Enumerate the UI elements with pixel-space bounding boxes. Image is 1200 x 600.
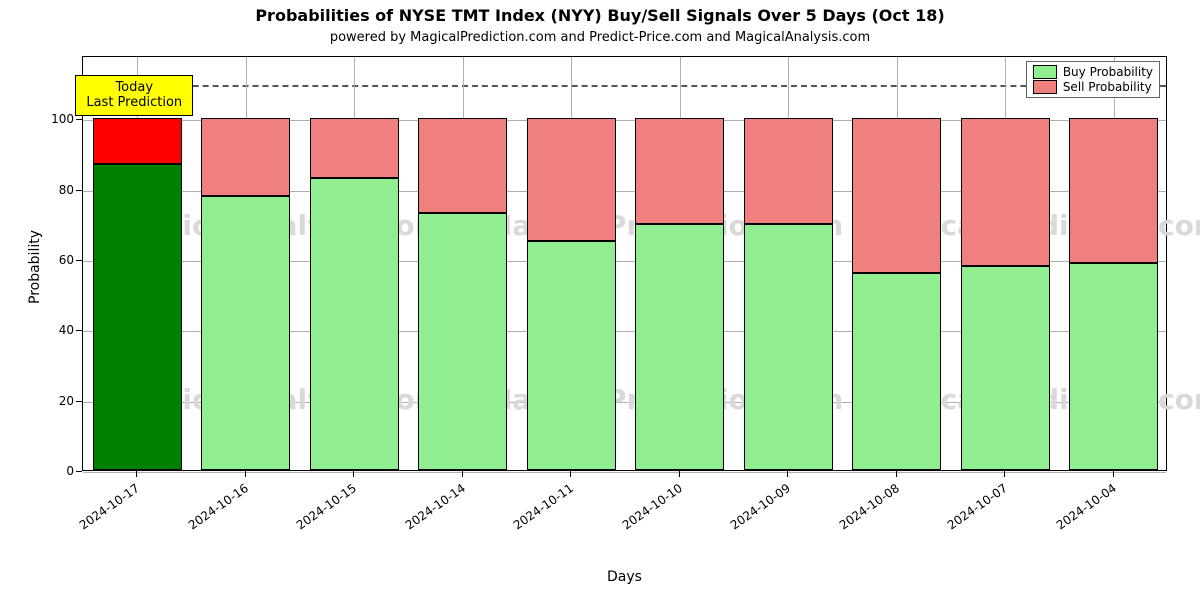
bar-sell — [961, 118, 1050, 266]
bar-sell — [418, 118, 507, 213]
legend-item: Sell Probability — [1033, 80, 1153, 94]
x-axis-label: Days — [82, 569, 1167, 585]
plot-area: MagicalAnalysis.comMagicalPrediction.com… — [82, 56, 1167, 471]
ytick-label: 100 — [46, 112, 74, 126]
xtick-label: 2024-10-11 — [511, 481, 576, 532]
xtick-label: 2024-10-04 — [1054, 481, 1119, 532]
legend-label: Buy Probability — [1063, 65, 1153, 79]
bar-sell — [527, 118, 616, 241]
xtick-label: 2024-10-07 — [945, 481, 1010, 532]
xtick-label: 2024-10-10 — [620, 481, 685, 532]
xtick-mark — [679, 471, 680, 477]
xtick-mark — [570, 471, 571, 477]
xtick-label: 2024-10-08 — [837, 481, 902, 532]
bar-buy — [852, 273, 941, 470]
legend-item: Buy Probability — [1033, 65, 1153, 79]
bar-sell — [852, 118, 941, 273]
bar-sell — [744, 118, 833, 224]
y-axis-label: Probability — [27, 229, 43, 303]
legend-swatch — [1033, 80, 1057, 94]
ytick-label: 0 — [46, 464, 74, 478]
bar-sell — [93, 118, 182, 164]
ytick-mark — [76, 119, 82, 120]
xtick-mark — [1004, 471, 1005, 477]
bar-sell — [201, 118, 290, 195]
chart-subtitle: powered by MagicalPrediction.com and Pre… — [0, 30, 1200, 45]
bar-buy — [961, 266, 1050, 470]
xtick-mark — [353, 471, 354, 477]
bar-buy — [201, 196, 290, 470]
xtick-label: 2024-10-14 — [403, 481, 468, 532]
bar-buy — [744, 224, 833, 470]
xtick-mark — [1113, 471, 1114, 477]
ytick-mark — [76, 401, 82, 402]
xtick-mark — [136, 471, 137, 477]
bar-sell — [310, 118, 399, 178]
ytick-label: 60 — [46, 253, 74, 267]
bar-buy — [418, 213, 507, 470]
xtick-mark — [462, 471, 463, 477]
legend-swatch — [1033, 65, 1057, 79]
xtick-mark — [896, 471, 897, 477]
annotation-line2: Last Prediction — [84, 95, 184, 111]
ytick-label: 80 — [46, 183, 74, 197]
bar-sell — [1069, 118, 1158, 262]
ytick-label: 40 — [46, 323, 74, 337]
xtick-mark — [245, 471, 246, 477]
bar-buy — [93, 164, 182, 470]
bar-buy — [310, 178, 399, 470]
ytick-label: 20 — [46, 394, 74, 408]
annotation-line1: Today — [84, 80, 184, 96]
legend-label: Sell Probability — [1063, 80, 1152, 94]
xtick-label: 2024-10-15 — [294, 481, 359, 532]
bar-buy — [1069, 263, 1158, 471]
ytick-mark — [76, 330, 82, 331]
legend: Buy ProbabilitySell Probability — [1026, 61, 1160, 98]
ytick-mark — [76, 260, 82, 261]
bar-buy — [527, 241, 616, 470]
bar-buy — [635, 224, 724, 470]
ytick-mark — [76, 190, 82, 191]
bar-sell — [635, 118, 724, 224]
chart-title: Probabilities of NYSE TMT Index (NYY) Bu… — [0, 6, 1200, 25]
xtick-label: 2024-10-17 — [77, 481, 142, 532]
today-annotation: TodayLast Prediction — [75, 75, 193, 116]
chart-figure: Probabilities of NYSE TMT Index (NYY) Bu… — [0, 0, 1200, 600]
xtick-label: 2024-10-09 — [728, 481, 793, 532]
xtick-label: 2024-10-16 — [186, 481, 251, 532]
xtick-mark — [787, 471, 788, 477]
ytick-mark — [76, 471, 82, 472]
